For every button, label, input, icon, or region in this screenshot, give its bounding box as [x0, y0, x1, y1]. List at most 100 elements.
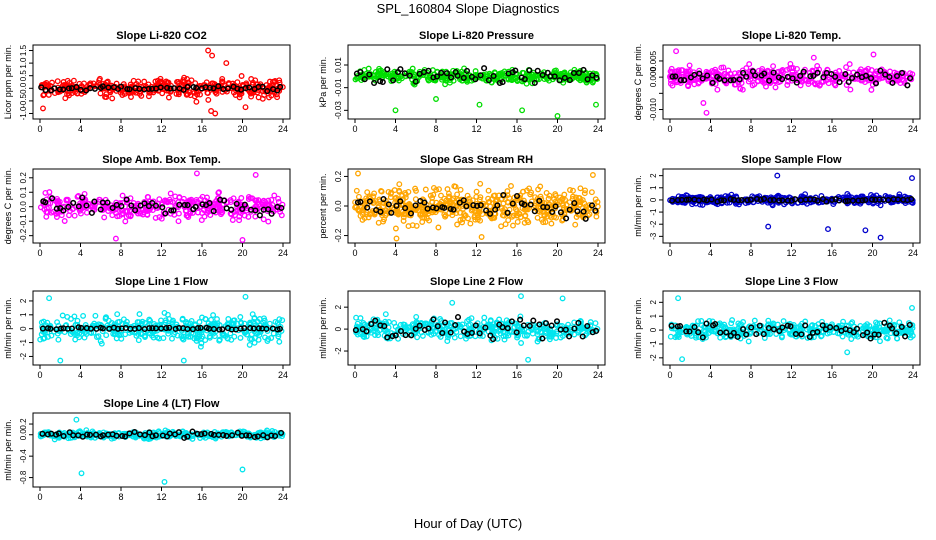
data-point — [481, 314, 488, 321]
data-point-outlier — [679, 356, 686, 363]
y-tick-label: 0.0 — [19, 201, 28, 213]
y-axis-label: ml/min per min. — [633, 297, 643, 359]
data-point — [457, 209, 463, 216]
data-point-black — [526, 67, 533, 74]
data-point-black — [845, 78, 852, 86]
data-point — [45, 204, 52, 211]
data-point-black — [566, 333, 573, 340]
data-point — [457, 323, 464, 330]
data-point-black — [175, 429, 182, 436]
data-point-black — [736, 76, 743, 83]
data-point — [509, 77, 515, 84]
data-point-black — [776, 327, 783, 335]
data-point-black — [767, 197, 774, 204]
data-point — [196, 319, 203, 325]
data-point — [883, 334, 890, 341]
data-point — [397, 73, 404, 80]
data-point — [103, 94, 110, 101]
data-point — [703, 75, 710, 82]
data-point — [485, 195, 492, 202]
data-point — [592, 320, 599, 327]
data-point-black — [791, 196, 799, 203]
data-point — [251, 314, 258, 321]
data-point — [199, 210, 206, 216]
data-point — [459, 219, 466, 226]
data-point-black — [452, 321, 459, 329]
data-point — [485, 187, 492, 194]
data-point-black — [408, 332, 415, 339]
data-point — [253, 197, 260, 204]
data-point — [790, 72, 797, 78]
data-point — [246, 341, 253, 348]
x-tick-label: 12 — [156, 248, 166, 258]
data-point-black — [853, 325, 861, 332]
data-point-black — [152, 432, 159, 439]
data-point-black — [699, 334, 706, 341]
data-point-black — [234, 429, 241, 436]
data-point — [385, 188, 392, 195]
data-point — [745, 338, 752, 345]
data-point — [569, 193, 576, 200]
data-point — [786, 65, 793, 72]
data-point-black — [276, 325, 283, 332]
data-point — [834, 73, 841, 80]
data-point-black — [157, 84, 164, 91]
y-axis-label: degrees C per min. — [633, 44, 643, 121]
y-tick-label: -3 — [649, 232, 658, 240]
x-tick-label: 16 — [197, 370, 207, 380]
data-point — [868, 326, 875, 333]
data-point — [174, 332, 181, 339]
data-point-black — [47, 325, 54, 332]
data-point — [375, 332, 382, 339]
y-tick-label: -0.4 — [19, 449, 28, 463]
data-point-black — [402, 205, 409, 212]
data-point-black — [864, 329, 871, 336]
data-point — [751, 81, 758, 88]
data-point-black — [531, 208, 538, 215]
data-point-black — [38, 84, 45, 91]
data-point-black — [810, 72, 817, 79]
data-point-black — [259, 83, 266, 90]
data-point — [680, 73, 687, 80]
data-point-black — [562, 326, 569, 333]
data-point-black — [757, 196, 764, 204]
data-point-black — [472, 76, 479, 83]
data-point — [890, 199, 897, 205]
y-axis-label: percent per min. — [318, 173, 328, 238]
data-point-black — [388, 209, 395, 216]
data-point-black — [579, 333, 586, 340]
data-point-black — [574, 208, 581, 215]
data-point — [187, 320, 194, 327]
x-tick-label: 20 — [552, 248, 562, 258]
data-point-black — [683, 196, 690, 203]
data-point-black — [442, 319, 449, 326]
data-point-black — [744, 197, 751, 204]
data-point — [216, 189, 222, 196]
data-point-black — [513, 192, 521, 200]
data-point — [73, 204, 79, 210]
data-point-black — [814, 69, 821, 76]
data-point-black — [740, 326, 747, 333]
data-point — [219, 429, 226, 436]
data-point — [534, 214, 541, 221]
data-point — [204, 90, 211, 97]
y-axis-label: ml/min per min. — [3, 419, 13, 481]
data-point-black — [468, 329, 475, 336]
data-point — [219, 75, 226, 82]
data-point-outlier — [433, 96, 439, 102]
data-point-black — [718, 197, 725, 204]
data-point — [409, 321, 416, 328]
x-tick-label: 20 — [867, 248, 877, 258]
data-point — [154, 334, 161, 341]
data-point-black — [708, 196, 715, 203]
data-point-black — [748, 324, 755, 331]
data-point — [135, 331, 142, 338]
data-point — [508, 183, 514, 189]
data-point-black — [593, 74, 600, 81]
data-point — [165, 94, 172, 101]
data-point-black — [180, 86, 187, 93]
data-point — [529, 80, 536, 87]
data-point — [583, 79, 590, 86]
data-point-outlier — [242, 293, 249, 300]
